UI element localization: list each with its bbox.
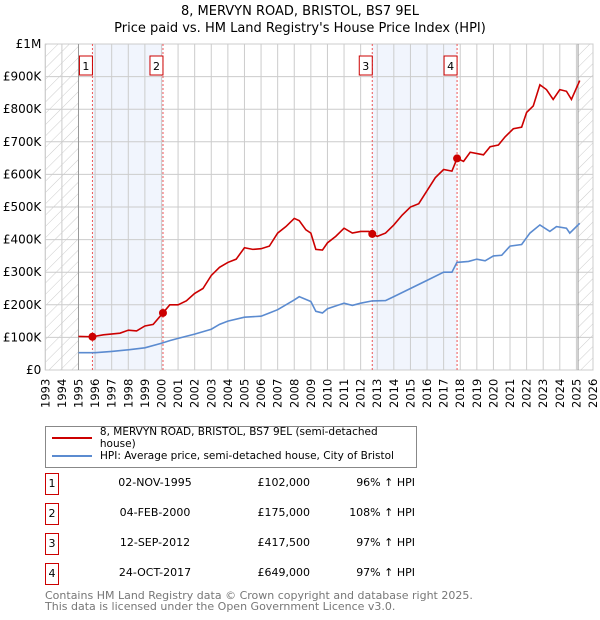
sale-number-label: 3 bbox=[362, 60, 369, 73]
x-tick-label: 2013 bbox=[370, 379, 384, 408]
sale-point bbox=[453, 154, 462, 163]
x-tick-label: 2014 bbox=[387, 379, 401, 408]
x-tick-label: 1993 bbox=[38, 379, 52, 408]
y-tick-label: £0 bbox=[26, 363, 41, 377]
x-tick-label: 1994 bbox=[55, 379, 69, 408]
y-tick-label: £800K bbox=[3, 102, 43, 116]
x-tick-label: 2005 bbox=[237, 379, 251, 408]
transaction-number-badge: 4 bbox=[45, 563, 59, 585]
x-tick-label: 2004 bbox=[221, 379, 235, 408]
y-tick-label: £900K bbox=[3, 70, 43, 84]
x-tick-label: 2024 bbox=[553, 379, 567, 408]
sale-number-box bbox=[358, 55, 373, 76]
x-tick-label: 2002 bbox=[188, 379, 202, 408]
x-tick-label: 2000 bbox=[154, 379, 168, 408]
x-tick-label: 2006 bbox=[254, 379, 268, 408]
sale-number-box bbox=[78, 55, 93, 76]
y-tick-label: £700K bbox=[3, 135, 43, 149]
footer-licence: This data is licensed under the Open Gov… bbox=[45, 600, 396, 613]
x-tick-label: 2011 bbox=[337, 379, 351, 408]
y-tick-label: £200K bbox=[3, 298, 43, 312]
sale-point bbox=[88, 332, 97, 341]
price-chart: 1993 1994 1995 1996 1997 1998 1999 2000 2001 2002… bbox=[3, 37, 600, 408]
transaction-hpi-change: 97% ↑ HPI bbox=[356, 566, 415, 579]
x-tick-label: 2022 bbox=[520, 379, 534, 408]
x-tick-label: 2008 bbox=[287, 379, 301, 408]
y-tick-label: £600K bbox=[3, 167, 43, 181]
y-tick-label: £400K bbox=[3, 233, 43, 247]
x-tick-label: 2007 bbox=[271, 379, 285, 408]
x-tick-label: 2010 bbox=[320, 379, 334, 408]
x-tick-label: 2023 bbox=[536, 379, 550, 408]
transaction-number-badge: 1 bbox=[45, 473, 59, 495]
x-tick-label: 2015 bbox=[403, 379, 417, 408]
transaction-date: 12-SEP-2012 bbox=[119, 536, 191, 549]
footer: Contains HM Land Registry data © Crown c… bbox=[45, 590, 473, 612]
sale-number-box bbox=[443, 55, 458, 76]
x-tick-label: 2009 bbox=[304, 379, 318, 408]
x-tick-label: 2003 bbox=[204, 379, 218, 408]
transaction-price: £175,000 bbox=[257, 506, 311, 519]
x-tick-label: 2020 bbox=[486, 379, 500, 408]
chart-legend: 8, MERVYN ROAD, BRISTOL, BS7 9EL (semi-d… bbox=[45, 426, 417, 468]
sale-number-box bbox=[149, 55, 164, 76]
transaction-hpi-change: 97% ↑ HPI bbox=[356, 536, 415, 549]
transaction-price: £102,000 bbox=[257, 476, 311, 489]
transaction-number-badge: 3 bbox=[45, 533, 59, 555]
transaction-date: 04-FEB-2000 bbox=[119, 506, 191, 519]
x-tick-label: 2019 bbox=[470, 379, 484, 408]
legend-property: 8, MERVYN ROAD, BRISTOL, BS7 9EL (semi-d… bbox=[99, 426, 378, 450]
transaction-price: £649,000 bbox=[257, 566, 311, 579]
footer-copyright: Contains HM Land Registry data © Crown c… bbox=[45, 589, 473, 602]
sale-point bbox=[368, 229, 377, 238]
chart-title: 8, MERVYN ROAD, BRISTOL, BS7 9EL bbox=[181, 4, 419, 19]
transaction-hpi-change: 96% ↑ HPI bbox=[356, 476, 415, 489]
x-tick-label: 2017 bbox=[437, 379, 451, 408]
x-tick-label: 2018 bbox=[453, 379, 467, 408]
y-tick-label: £500K bbox=[3, 200, 43, 214]
chart-subtitle: Price paid vs. HM Land Registry's House … bbox=[114, 21, 486, 36]
x-tick-label: 2016 bbox=[420, 379, 434, 408]
transaction-price: £417,500 bbox=[257, 536, 311, 549]
x-tick-label: 1997 bbox=[105, 379, 119, 408]
transaction-date: 02-NOV-1995 bbox=[118, 476, 192, 489]
x-tick-label: 2026 bbox=[586, 379, 600, 408]
y-tick-label: £300K bbox=[3, 265, 43, 279]
x-tick-label: 1999 bbox=[138, 379, 152, 408]
sale-number-label: 2 bbox=[153, 60, 160, 73]
sale-number-label: 1 bbox=[82, 60, 89, 73]
sale-number-label: 4 bbox=[447, 60, 454, 73]
legend-blue-swatch bbox=[52, 455, 92, 457]
transaction-hpi-change: 108% ↑ HPI bbox=[349, 506, 415, 519]
sale-point bbox=[158, 308, 167, 317]
hpi-line bbox=[78, 222, 581, 354]
transaction-number-badge: 2 bbox=[45, 503, 59, 525]
x-tick-label: 2012 bbox=[354, 379, 368, 408]
x-tick-label: 2001 bbox=[171, 379, 185, 408]
transaction-date: 24-OCT-2017 bbox=[118, 566, 192, 579]
property-price-line bbox=[78, 80, 581, 338]
y-tick-label: £100K bbox=[3, 330, 43, 344]
x-tick-label: 1996 bbox=[88, 379, 102, 408]
legend-hpi: HPI: Average price, semi-detached house,… bbox=[100, 450, 394, 462]
legend-red-swatch bbox=[52, 437, 92, 439]
x-tick-label: 1998 bbox=[121, 379, 135, 408]
x-tick-label: 2021 bbox=[503, 379, 517, 408]
y-tick-label: £1M bbox=[16, 37, 42, 51]
x-tick-label: 1995 bbox=[71, 379, 85, 408]
x-tick-label: 2025 bbox=[569, 379, 583, 408]
